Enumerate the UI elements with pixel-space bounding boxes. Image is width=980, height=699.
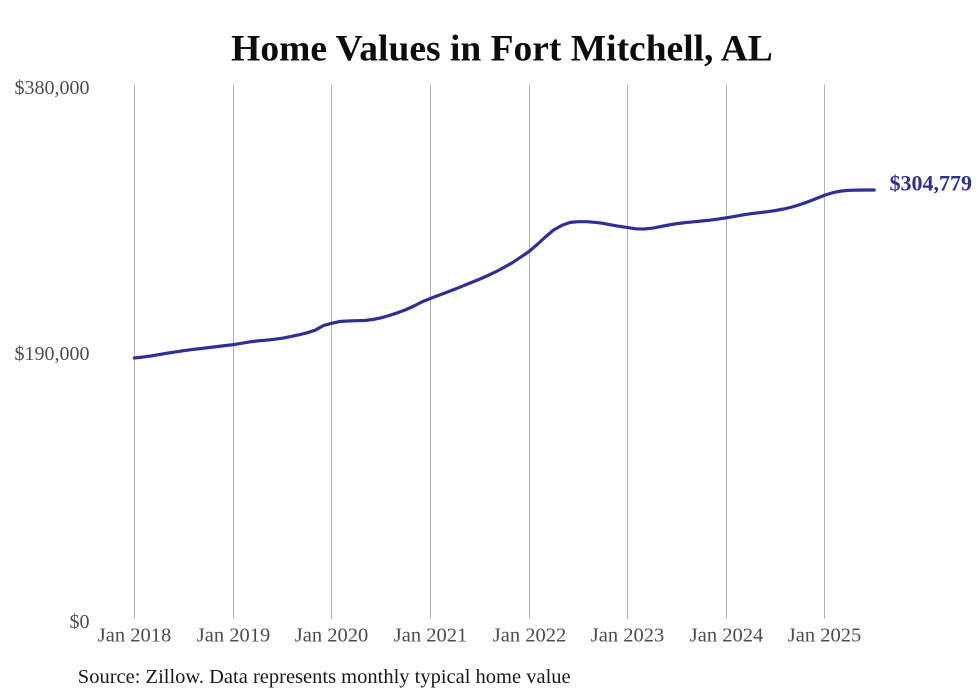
svg-text:$190,000: $190,000 [15,343,90,365]
svg-text:Jan 2019: Jan 2019 [197,625,270,647]
svg-text:$304,779: $304,779 [890,170,973,195]
svg-text:$0: $0 [70,611,90,633]
svg-text:Jan 2020: Jan 2020 [295,625,368,647]
svg-text:Jan 2023: Jan 2023 [591,625,664,647]
svg-text:Jan 2021: Jan 2021 [394,625,467,647]
svg-text:Source: Zillow. Data represent: Source: Zillow. Data represents monthly … [78,666,571,688]
svg-text:Home Values in Fort Mitchell,: Home Values in Fort Mitchell, AL [231,29,773,70]
svg-text:Jan 2024: Jan 2024 [690,625,763,647]
svg-text:$380,000: $380,000 [15,77,90,99]
svg-text:Jan 2018: Jan 2018 [98,625,171,647]
svg-text:Jan 2022: Jan 2022 [493,625,566,647]
svg-text:Jan 2025: Jan 2025 [788,625,861,647]
